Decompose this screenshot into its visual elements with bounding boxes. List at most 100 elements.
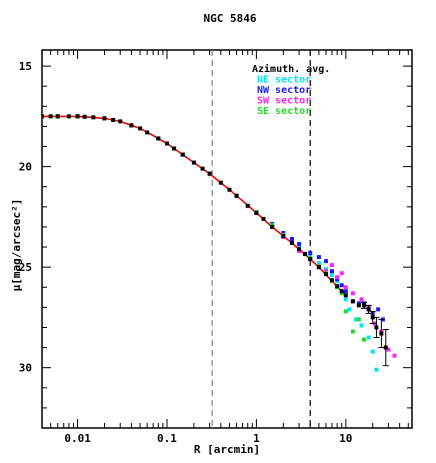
data-point (356, 317, 361, 322)
data-point (370, 349, 375, 354)
series-sw-sector (55, 114, 397, 358)
data-point (111, 117, 116, 122)
y-tick-label: 15 (19, 60, 32, 73)
data-point (343, 289, 348, 294)
y-tick-label: 25 (19, 261, 32, 274)
data-point (156, 136, 161, 141)
legend-entry: Azimuth. avg. (252, 63, 330, 75)
reference-lines-group (211, 50, 311, 428)
data-point (362, 303, 367, 308)
series-azimuth-avg (42, 114, 389, 367)
data-point (308, 251, 313, 256)
data-point (339, 283, 344, 288)
data-point (138, 126, 143, 131)
x-tick-label: 0.1 (157, 432, 177, 445)
legend-entry: NE sector (257, 75, 311, 86)
y-axis-label: μ[mag/arcsec²] (10, 199, 23, 292)
data-point (383, 345, 388, 350)
data-point (55, 114, 60, 119)
data-point (245, 203, 250, 208)
data-point (343, 297, 348, 302)
data-point (316, 265, 321, 270)
data-point (48, 114, 53, 119)
data-point (347, 307, 352, 312)
data-point (180, 152, 185, 157)
data-point (316, 255, 321, 260)
x-tick-label: 0.01 (64, 432, 91, 445)
chart-title: NGC 5846 (204, 12, 257, 25)
data-point (329, 269, 334, 274)
model-curve-group (42, 115, 347, 296)
data-point (386, 347, 391, 352)
data-point (323, 269, 328, 274)
y-tick-label: 30 (19, 362, 32, 375)
data-point (270, 224, 275, 229)
data-point (392, 353, 397, 358)
data-point (329, 273, 334, 278)
x-axis-label: R [arcmin] (194, 443, 260, 456)
data-point (323, 272, 328, 277)
data-point (270, 222, 275, 227)
data-point (350, 299, 355, 304)
data-point (379, 331, 384, 336)
data-point (66, 114, 71, 119)
data-point (370, 315, 375, 320)
legend-entry: NW sector (257, 85, 311, 96)
data-point (218, 180, 223, 185)
legend-entry: SW sector (257, 96, 311, 107)
data-point (303, 252, 308, 257)
model-fit-curve (42, 115, 347, 296)
data-point (343, 309, 348, 314)
data-point (234, 193, 239, 198)
data-point (227, 187, 232, 192)
data-point (281, 233, 286, 238)
data-point (350, 329, 355, 334)
x-tick-label: 1 (253, 432, 260, 445)
data-point (281, 230, 286, 235)
series-se-sector (42, 114, 367, 342)
data-point (356, 303, 361, 308)
data-point (42, 114, 44, 119)
data-point (82, 114, 87, 119)
legend-entry: SE sector (257, 106, 311, 117)
data-point (335, 277, 340, 282)
data-point (323, 259, 328, 264)
data-point (261, 216, 266, 221)
data-point (374, 325, 379, 330)
plot-frame (41, 49, 413, 429)
data-point (297, 249, 302, 254)
data-point (374, 367, 379, 372)
data-point (172, 146, 177, 151)
data-point (102, 116, 107, 121)
data-point (75, 114, 80, 119)
data-point (335, 275, 340, 280)
data-point (343, 285, 348, 290)
data-point (289, 237, 294, 241)
data-point (329, 263, 334, 268)
data-point (297, 242, 302, 247)
data-point (308, 257, 313, 262)
data-point (200, 166, 205, 171)
data-point (118, 119, 123, 124)
data-point (164, 141, 169, 146)
data-point (366, 335, 371, 340)
axes-frame-group (41, 49, 413, 429)
data-point (297, 247, 302, 252)
data-point (289, 241, 294, 246)
series-nw-sector (55, 114, 385, 322)
data-point (362, 337, 367, 342)
data-point (129, 123, 134, 128)
data-point (359, 297, 364, 302)
data-point (91, 115, 96, 120)
series-ne-sector (55, 114, 379, 372)
data-point (339, 289, 344, 294)
data-series-group (42, 114, 397, 372)
tick-labels-group: 0.01 0.1 1 10 15 20 25 30 (19, 60, 353, 445)
data-point (335, 284, 340, 289)
data-point (356, 301, 361, 306)
data-point (359, 323, 364, 328)
data-point (376, 307, 381, 312)
data-point (207, 171, 212, 176)
